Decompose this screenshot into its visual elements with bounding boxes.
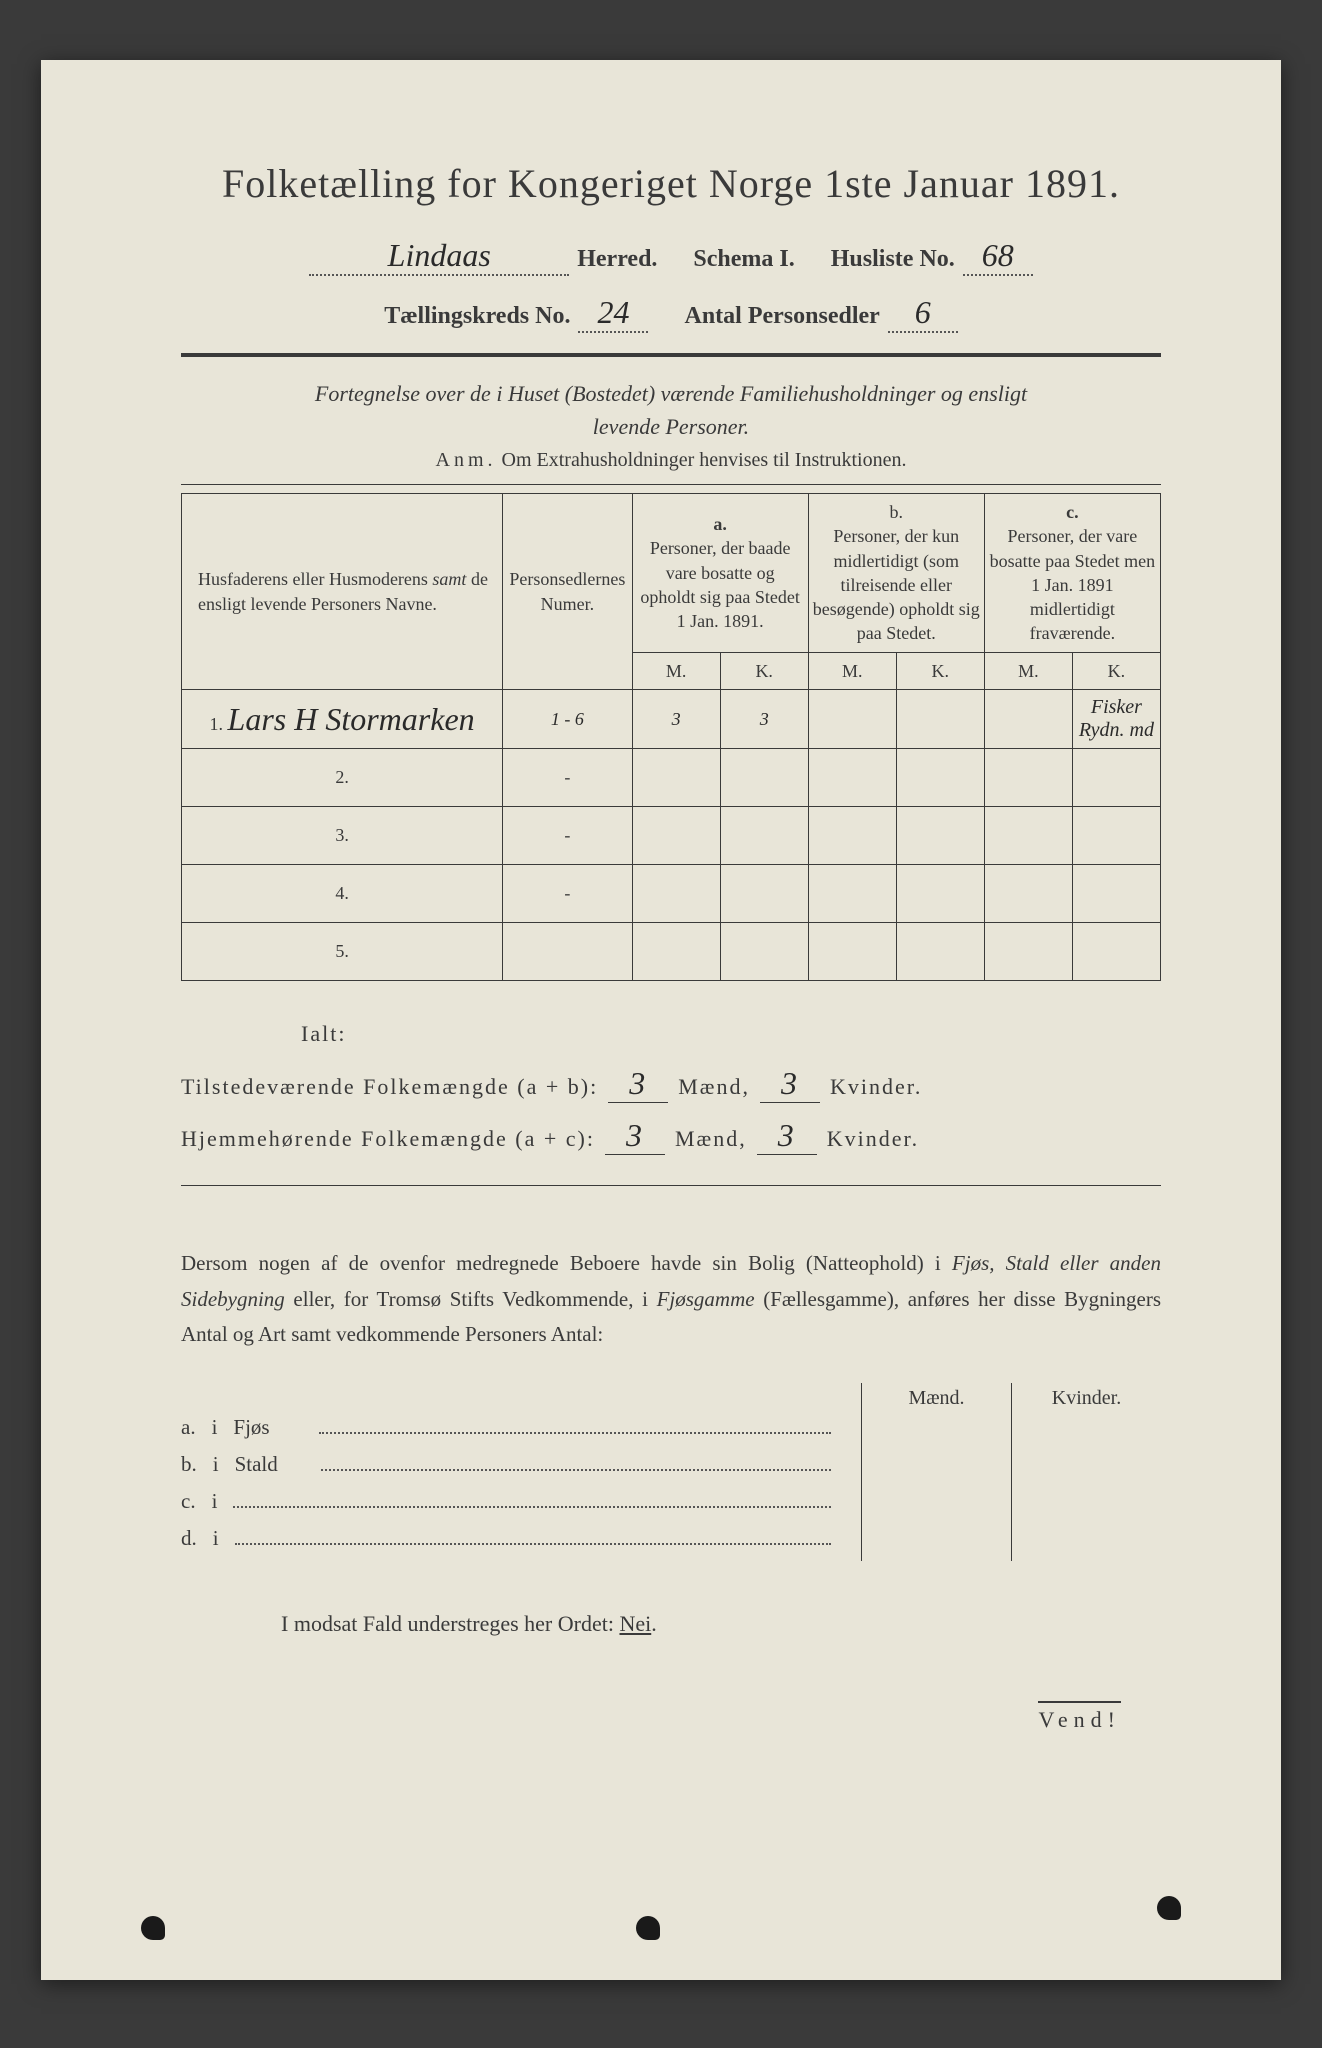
- fjos-maend-col: Mænd.: [862, 1383, 1012, 1561]
- table-row: 3. -: [182, 807, 1161, 865]
- page-title: Folketælling for Kongeriget Norge 1ste J…: [181, 160, 1161, 207]
- fjos-kvinder-col: Kvinder.: [1012, 1383, 1161, 1561]
- col-b-m: M.: [808, 652, 896, 689]
- kreds-value: 24: [578, 294, 648, 333]
- col-header-a: a. Personer, der baade vare bosatte og o…: [632, 494, 808, 653]
- fjos-left: a. i Fjøs b. i Stald c. i d. i: [181, 1383, 831, 1561]
- table-row: 1. Lars H Stormarken 1 - 6 3 3 Fisker Ry…: [182, 690, 1161, 749]
- col-header-numer: Personsedlernes Numer.: [503, 494, 632, 690]
- antal-value: 6: [888, 294, 958, 333]
- header-row-2: Tællingskreds No. 24 Antal Personsedler …: [181, 294, 1161, 333]
- row-b-k: [896, 690, 984, 749]
- fjos-row: d. i: [181, 1524, 831, 1551]
- row-name: 4.: [182, 865, 503, 923]
- kreds-label: Tællingskreds No.: [384, 303, 570, 330]
- nei-line: I modsat Fald understreges her Ordet: Ne…: [181, 1611, 1161, 1637]
- totals-section: Ialt: Tilstedeværende Folkemængde (a + b…: [181, 1021, 1161, 1155]
- row-b-m: [808, 690, 896, 749]
- fjos-row: c. i: [181, 1487, 831, 1514]
- row-c-m: [984, 690, 1072, 749]
- schema-label: Schema I.: [693, 246, 794, 273]
- divider: [181, 1185, 1161, 1186]
- census-table: Husfaderens eller Husmoderens samt de en…: [181, 493, 1161, 981]
- total-ab-k: 3: [760, 1065, 820, 1103]
- row-a-k: 3: [720, 690, 808, 749]
- row-note: Fisker Rydn. md: [1072, 690, 1160, 749]
- col-a-k: K.: [720, 652, 808, 689]
- table-row: 5.: [182, 923, 1161, 981]
- instruction-text: Fortegnelse over de i Huset (Bostedet) v…: [181, 377, 1161, 443]
- fjos-table: a. i Fjøs b. i Stald c. i d. i: [181, 1383, 1161, 1561]
- fjos-row: b. i Stald: [181, 1450, 831, 1477]
- dotted-line: [235, 1524, 831, 1545]
- row-name: 2.: [182, 749, 503, 807]
- col-a-m: M.: [632, 652, 720, 689]
- fjos-paragraph: Dersom nogen af de ovenfor medregnede Be…: [181, 1246, 1161, 1353]
- table-row: 2. -: [182, 749, 1161, 807]
- col-header-names: Husfaderens eller Husmoderens samt de en…: [182, 494, 503, 690]
- antal-label: Antal Personsedler: [684, 303, 879, 330]
- punch-hole-icon: [141, 1916, 165, 1940]
- dotted-line: [319, 1413, 831, 1434]
- table-row: 4. -: [182, 865, 1161, 923]
- husliste-value: 68: [963, 237, 1033, 276]
- totals-line-2: Hjemmehørende Folkemængde (a + c): 3 Mæn…: [181, 1117, 1161, 1155]
- col-c-m: M.: [984, 652, 1072, 689]
- total-ac-m: 3: [605, 1117, 665, 1155]
- row-name: 1. Lars H Stormarken: [182, 690, 503, 749]
- col-c-k: K.: [1072, 652, 1160, 689]
- dotted-line: [233, 1487, 831, 1508]
- col-b-k: K.: [896, 652, 984, 689]
- anm-text: Anm. Om Extrahusholdninger henvises til …: [181, 449, 1161, 472]
- row-name: 5.: [182, 923, 503, 981]
- total-ab-m: 3: [608, 1065, 668, 1103]
- dotted-line: [321, 1450, 831, 1471]
- header-row-1: Lindaas Herred. Schema I. Husliste No. 6…: [181, 237, 1161, 276]
- col-header-b: b. Personer, der kun midlertidigt (som t…: [808, 494, 984, 653]
- punch-hole-icon: [1157, 1896, 1181, 1920]
- herred-label: Herred.: [577, 246, 657, 273]
- row-sedler: 1 - 6: [503, 690, 632, 749]
- vend-label: Vend!: [181, 1707, 1161, 1733]
- punch-hole-icon: [636, 1916, 660, 1940]
- fjos-row: a. i Fjøs: [181, 1413, 831, 1440]
- row-name: 3.: [182, 807, 503, 865]
- census-form-page: Folketælling for Kongeriget Norge 1ste J…: [41, 60, 1281, 1980]
- divider: [181, 484, 1161, 485]
- col-header-c: c. Personer, der vare bosatte paa Stedet…: [984, 494, 1160, 653]
- fjos-right: Mænd. Kvinder.: [861, 1383, 1161, 1561]
- total-ac-k: 3: [757, 1117, 817, 1155]
- totals-line-1: Tilstedeværende Folkemængde (a + b): 3 M…: [181, 1065, 1161, 1103]
- ialt-label: Ialt:: [301, 1021, 1161, 1047]
- husliste-label: Husliste No.: [831, 246, 955, 273]
- divider: [181, 353, 1161, 357]
- row-a-m: 3: [632, 690, 720, 749]
- herred-value: Lindaas: [309, 237, 569, 276]
